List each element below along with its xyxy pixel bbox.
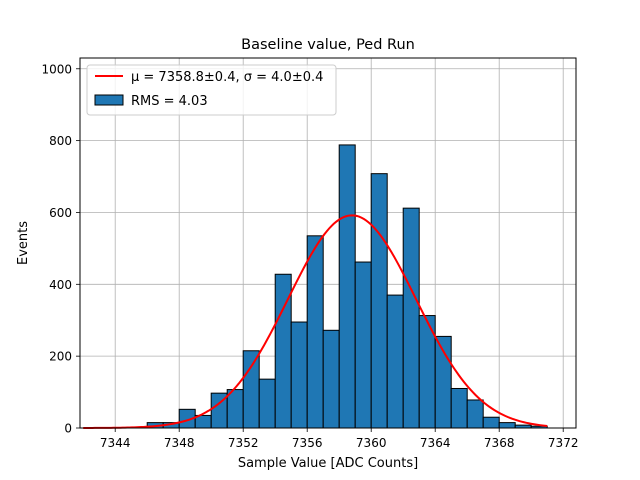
y-axis-label: Events [16, 221, 31, 265]
x-tick-label: 7356 [292, 436, 323, 450]
histogram-bar [402, 207, 420, 429]
histogram-bar [290, 321, 308, 429]
legend-hist-label: RMS = 4.03 [131, 94, 208, 109]
legend-box [86, 64, 337, 116]
histogram-bars [146, 144, 548, 429]
y-tick-label: 400 [49, 278, 72, 292]
x-tick-label: 7368 [484, 436, 515, 450]
histogram-bar [370, 173, 388, 429]
x-tick-label: 7372 [548, 436, 579, 450]
histogram-bar [354, 261, 372, 429]
legend-fit-label: μ = 7358.8±0.4, σ = 4.0±0.4 [131, 70, 323, 85]
y-tick-label: 1000 [41, 62, 72, 76]
histogram-bar [498, 422, 516, 429]
histogram-bar [322, 329, 340, 429]
y-tick-label: 800 [49, 134, 72, 148]
legend-fit-label-sigma: σ = 4.0±0.4 [244, 70, 324, 85]
histogram-bar [450, 387, 468, 429]
histogram-bar [258, 378, 276, 429]
x-axis-ticks: 7344 7348 7352 7356 7360 7364 7368 7372 [100, 428, 579, 450]
y-tick-label: 0 [64, 422, 72, 436]
x-tick-label: 7344 [100, 436, 131, 450]
x-tick-label: 7348 [164, 436, 195, 450]
histogram-bar [386, 294, 404, 429]
x-tick-label: 7352 [228, 436, 259, 450]
histogram-bar [306, 235, 324, 429]
legend: μ = 7358.8±0.4, σ = 4.0±0.4 RMS = 4.03 [86, 64, 337, 116]
y-tick-label: 200 [49, 350, 72, 364]
x-axis-label: Sample Value [ADC Counts] [238, 456, 418, 471]
histogram-bar [242, 350, 260, 429]
histogram-bar [226, 389, 244, 429]
gaussian-fit-curve [83, 214, 548, 429]
histogram-bar [338, 144, 356, 429]
y-tick-label: 600 [49, 206, 72, 220]
legend-fit-label-mu: μ = 7358.8±0.4, [131, 70, 244, 85]
histogram-bar [466, 399, 484, 429]
legend-hist-swatch [94, 94, 124, 106]
chart-title: Baseline value, Ped Run [241, 37, 415, 53]
x-tick-label: 7360 [356, 436, 387, 450]
histogram-bar [482, 416, 500, 429]
plot-frame [79, 57, 577, 429]
y-axis-ticks: 0 200 400 600 800 1000 [41, 62, 80, 436]
x-tick-label: 7364 [420, 436, 451, 450]
